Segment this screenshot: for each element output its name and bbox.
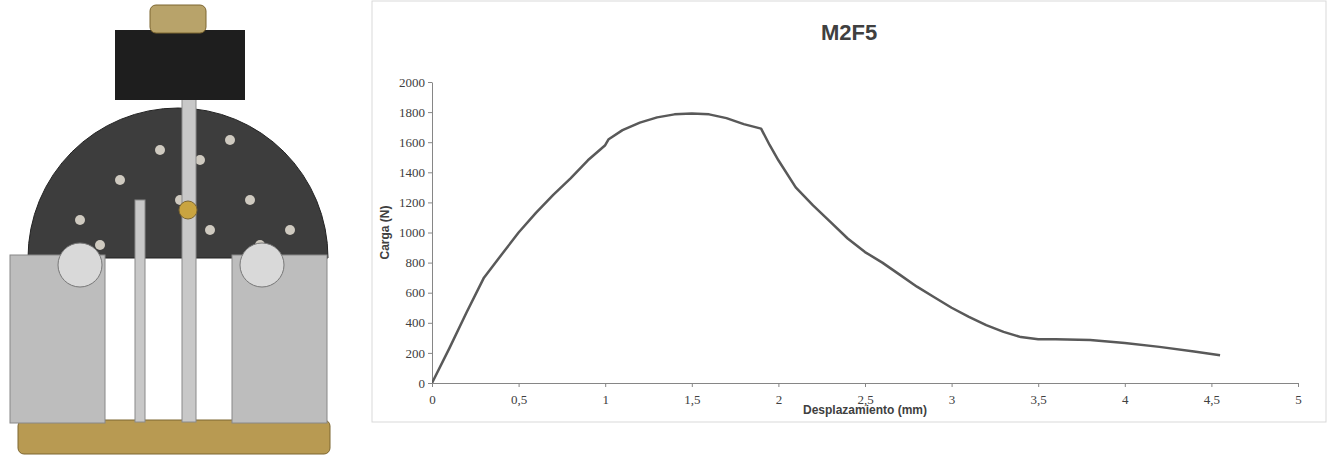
aggregate xyxy=(205,225,215,235)
x-tick-label: 4,5 xyxy=(1204,392,1220,407)
x-tick: 3 xyxy=(949,383,956,407)
rod xyxy=(182,60,196,422)
y-axis-title: Carga (N) xyxy=(378,205,392,259)
y-tick: 400 xyxy=(406,315,433,330)
x-tick-mark xyxy=(778,383,779,387)
canvas: M2F500,511,522,533,544,55020040060080010… xyxy=(0,0,1331,466)
y-tick-label: 1600 xyxy=(399,135,425,150)
chart-frame xyxy=(372,1,1326,422)
roller-left xyxy=(58,243,102,287)
plot-area xyxy=(432,114,1220,383)
x-tick: 1 xyxy=(602,383,609,407)
x-tick: 0,5 xyxy=(511,383,527,407)
y-axis-line xyxy=(432,83,433,384)
gauge xyxy=(179,201,197,219)
y-tick-mark xyxy=(428,172,432,173)
aggregate xyxy=(155,145,165,155)
x-tick-label: 1 xyxy=(602,392,609,407)
y-tick-label: 1400 xyxy=(399,165,425,180)
x-tick-label: 0,5 xyxy=(511,392,527,407)
x-tick-label: 1,5 xyxy=(684,392,700,407)
y-axis: 0 200 400 600 800 1000 1200 1400 1600 1800 2000 xyxy=(399,75,433,391)
x-axis-title: Desplazamiento (mm) xyxy=(803,403,927,417)
x-tick-label: 5 xyxy=(1295,392,1302,407)
y-tick-label: 400 xyxy=(406,315,426,330)
y-tick-label: 1800 xyxy=(399,105,425,120)
y-tick-label: 200 xyxy=(406,346,426,361)
x-tick-mark xyxy=(1125,383,1126,387)
x-tick-label: 2 xyxy=(776,392,783,407)
chart-title: M2F5 xyxy=(821,20,877,45)
y-tick-mark xyxy=(428,112,432,113)
x-tick-mark xyxy=(692,383,693,387)
data-line xyxy=(432,114,1220,383)
x-tick: 2 xyxy=(776,383,783,407)
y-tick-mark xyxy=(428,323,432,324)
y-tick: 1600 xyxy=(399,135,432,150)
x-tick: 4 xyxy=(1122,383,1129,407)
aggregate xyxy=(285,225,295,235)
x-tick-mark xyxy=(952,383,953,387)
x-tick-mark xyxy=(605,383,606,387)
x-tick-mark xyxy=(1211,383,1212,387)
x-tick: 0 xyxy=(429,383,436,407)
aggregate xyxy=(75,215,85,225)
y-tick: 1800 xyxy=(399,105,432,120)
load-cap xyxy=(150,5,206,33)
x-tick: 5 xyxy=(1295,383,1302,407)
x-tick-mark xyxy=(1038,383,1039,387)
roller-right xyxy=(240,243,284,287)
y-tick-mark xyxy=(428,293,432,294)
y-tick-label: 800 xyxy=(406,255,426,270)
y-tick-mark xyxy=(428,263,432,264)
aggregate xyxy=(95,240,105,250)
specimen xyxy=(28,108,328,258)
y-tick-label: 1200 xyxy=(399,195,425,210)
loading-head xyxy=(115,30,245,100)
x-tick: 4,5 xyxy=(1204,383,1220,407)
x-tick-label: 4 xyxy=(1122,392,1129,407)
x-tick-mark xyxy=(432,383,433,387)
y-tick-mark xyxy=(428,233,432,234)
y-tick: 200 xyxy=(406,346,433,361)
y-tick-label: 1000 xyxy=(399,225,425,240)
y-tick: 600 xyxy=(406,285,433,300)
y-tick-mark xyxy=(428,353,432,354)
y-tick-mark xyxy=(428,383,432,384)
x-tick-label: 0 xyxy=(429,392,436,407)
y-tick-mark xyxy=(428,142,432,143)
aggregate xyxy=(225,135,235,145)
y-tick: 2000 xyxy=(399,75,432,90)
x-tick: 1,5 xyxy=(684,383,700,407)
base-plate xyxy=(18,420,330,454)
y-tick-label: 0 xyxy=(419,376,426,391)
apparatus xyxy=(10,5,330,454)
rod-back xyxy=(135,200,145,422)
y-tick: 1400 xyxy=(399,165,432,180)
y-tick: 1000 xyxy=(399,225,432,240)
y-tick-label: 2000 xyxy=(399,75,425,90)
y-tick-label: 600 xyxy=(406,285,426,300)
x-tick-label: 3,5 xyxy=(1031,392,1047,407)
y-tick: 1200 xyxy=(399,195,432,210)
aggregate xyxy=(245,195,255,205)
x-tick-mark xyxy=(519,383,520,387)
y-tick: 0 xyxy=(419,376,433,391)
y-tick-mark xyxy=(428,82,432,83)
y-tick-mark xyxy=(428,202,432,203)
x-tick-mark xyxy=(1298,383,1299,387)
y-tick: 800 xyxy=(406,255,433,270)
aggregate xyxy=(115,175,125,185)
x-tick-mark xyxy=(865,383,866,387)
x-tick-label: 3 xyxy=(949,392,956,407)
x-tick: 3,5 xyxy=(1031,383,1047,407)
